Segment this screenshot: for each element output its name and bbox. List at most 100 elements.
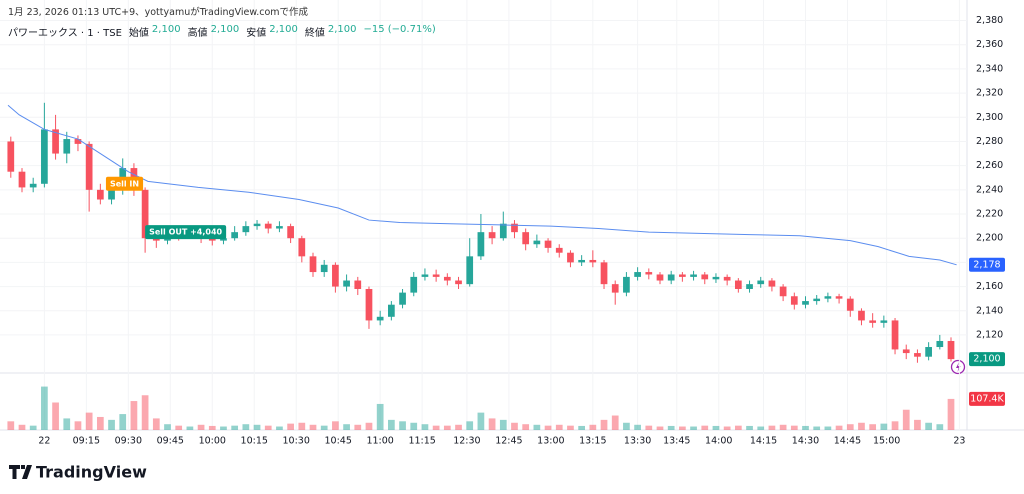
candle-body [298, 238, 306, 257]
y-tick-label: 2,200 [976, 233, 1003, 244]
candle-body [555, 247, 563, 253]
x-tick-label: 13:00 [537, 436, 564, 447]
volume-bar [96, 416, 104, 430]
volume-bar [220, 426, 227, 430]
volume-bar [343, 424, 350, 430]
candle-body [18, 171, 26, 188]
candle-body [74, 139, 82, 144]
volume-bar [253, 424, 261, 430]
candle-body [824, 296, 832, 299]
volume-bar [197, 424, 205, 430]
candle-body [869, 320, 877, 323]
volume-bar [567, 425, 574, 430]
candle-body [63, 139, 71, 154]
axis-tag-label: 2,100 [973, 354, 1000, 365]
volume-bar [835, 425, 843, 430]
y-tick-label: 2,360 [976, 39, 1003, 50]
candle-body [600, 262, 608, 285]
volume-bar [522, 424, 530, 430]
candle-body [679, 274, 686, 277]
volume-bar [41, 386, 48, 430]
volume-bar [242, 424, 250, 430]
volume-bar [734, 425, 742, 430]
volume-bar [914, 419, 921, 430]
candle-body [108, 189, 115, 200]
symbol: パワーエックス · 1 · TSE [8, 28, 122, 39]
volume-bar [466, 421, 474, 430]
candle-body [589, 259, 597, 263]
volume-bar [723, 426, 731, 430]
volume-bar [578, 425, 585, 430]
y-tick-label: 2,120 [976, 329, 1003, 340]
trade-label-bg [105, 176, 144, 191]
candle-body [701, 274, 709, 280]
volume-bar [611, 415, 619, 430]
candle-body [533, 240, 541, 245]
volume-bar [623, 422, 630, 430]
candle-body [891, 320, 899, 350]
x-tick-label: 10:15 [241, 436, 268, 447]
volume-bar [757, 426, 765, 430]
y-tick-label: 2,180 [976, 257, 1003, 268]
volume-bar [152, 418, 160, 430]
candle-body [141, 189, 149, 239]
volume-bar [645, 425, 653, 430]
candle-body [477, 232, 485, 257]
candle-body [544, 240, 552, 248]
axis-tag [969, 352, 1005, 367]
y-tick-label: 2,340 [976, 63, 1003, 74]
volume-bar [477, 412, 485, 430]
volume-bar [264, 425, 272, 430]
candle-body [936, 340, 944, 348]
candle-body [197, 232, 205, 239]
x-tick-label: 14:30 [792, 436, 819, 447]
volume-bar [320, 425, 328, 430]
candle-body [768, 280, 776, 287]
moving-average [7, 104, 957, 266]
candle-body [611, 284, 619, 293]
volume-bar [712, 425, 720, 430]
candle-body [231, 232, 239, 239]
volume-bar [690, 426, 697, 430]
candle-body [511, 223, 518, 233]
y-tick-label: 2,260 [976, 160, 1003, 171]
x-tick-label: 10:45 [324, 436, 351, 447]
legend-label: 始値 [128, 28, 149, 39]
candle-body [790, 296, 798, 305]
candle-body [253, 223, 261, 227]
y-tick-label: 2,220 [976, 209, 1003, 220]
candle-body [902, 349, 910, 354]
candle-body [332, 264, 339, 287]
candle-body [7, 141, 15, 172]
trade-label: Sell OUT +4,040 [149, 228, 222, 237]
candle-body [802, 301, 809, 305]
legend-value: 2,100 [269, 24, 298, 35]
candle-body [522, 232, 530, 245]
volume-bar [499, 419, 507, 430]
candle-body [443, 276, 451, 281]
x-tick-label: 14:15 [750, 436, 777, 447]
legend-value: 2,100 [327, 24, 357, 35]
candle-body [220, 238, 227, 241]
volume-bar [533, 424, 541, 430]
alert-icon [950, 359, 966, 375]
brand: TradingView [36, 463, 147, 482]
volume-bar [511, 422, 518, 430]
trade-marker: Sell IN [105, 176, 144, 191]
y-tick-label: 2,380 [976, 15, 1003, 26]
candle-body [152, 238, 160, 241]
trade-marker: Sell OUT +4,040 [145, 225, 227, 240]
candle-body [52, 129, 59, 154]
x-tick-label: 15:00 [873, 436, 900, 447]
candle-body [186, 232, 194, 235]
volume-bar [936, 424, 944, 430]
volume-bar [276, 426, 283, 430]
candle-body [309, 256, 317, 273]
volume-bar [52, 402, 59, 430]
volume-bar [365, 422, 373, 430]
volume-bar [656, 426, 664, 430]
candle-body [499, 223, 507, 239]
candle-body [343, 280, 350, 287]
volume-bar [947, 398, 955, 430]
volume-bar [925, 422, 932, 430]
